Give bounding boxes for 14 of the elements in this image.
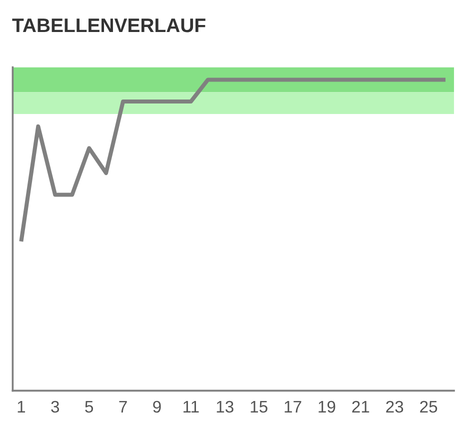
x-tick-label: 11 (184, 401, 199, 412)
x-tick-label: 3 (51, 400, 60, 413)
x-tick-label: 5 (85, 401, 94, 413)
x-tick-label: 21 (352, 400, 370, 412)
x-tick-label: 17 (284, 401, 302, 412)
x-tick-label: 15 (250, 401, 268, 413)
x-tick-label: 9 (153, 400, 161, 413)
x-tick-label: 1 (18, 401, 26, 412)
x-tick-label: 23 (386, 400, 404, 413)
x-tick-label: 7 (119, 401, 127, 412)
x-tick-label: 25 (420, 400, 438, 413)
x-tick-label: 19 (318, 400, 336, 413)
x-tick-label: 13 (216, 400, 234, 413)
chart-title: TABELLENVERLAUF (12, 18, 206, 32)
